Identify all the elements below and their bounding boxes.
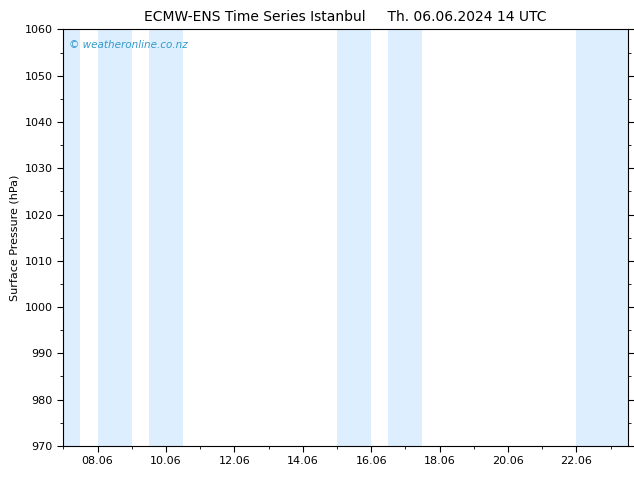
Title: ECMW-ENS Time Series Istanbul     Th. 06.06.2024 14 UTC: ECMW-ENS Time Series Istanbul Th. 06.06.…: [145, 10, 547, 24]
Bar: [337, 29, 371, 446]
Bar: [63, 29, 81, 446]
Bar: [576, 29, 628, 446]
Bar: [98, 29, 132, 446]
Bar: [149, 29, 183, 446]
Text: © weatheronline.co.nz: © weatheronline.co.nz: [69, 40, 188, 50]
Bar: [388, 29, 422, 446]
Y-axis label: Surface Pressure (hPa): Surface Pressure (hPa): [10, 174, 19, 301]
